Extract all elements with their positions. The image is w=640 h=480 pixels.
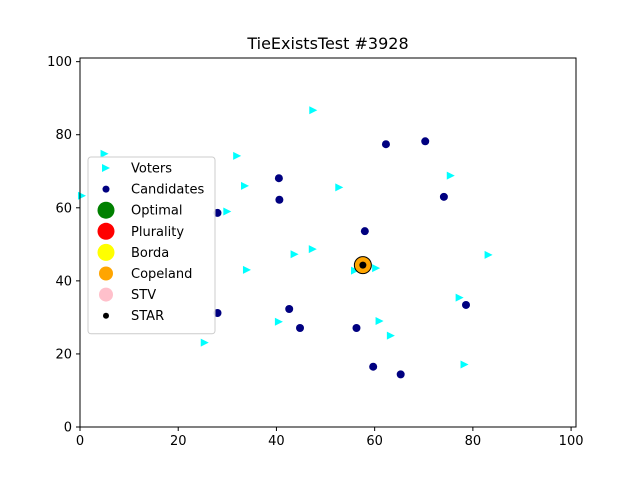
candidates-point: [360, 227, 369, 236]
voters-point: [309, 106, 318, 115]
voters-point: [308, 245, 317, 254]
plot-area: [77, 106, 493, 379]
legend-plurality-label: Plurality: [131, 225, 184, 240]
candidates-point: [439, 192, 448, 201]
y-tick-label: 80: [55, 128, 72, 143]
voters-point: [335, 183, 344, 192]
voters-point: [77, 191, 86, 200]
candidates-point: [296, 323, 305, 332]
voters-point: [242, 265, 251, 274]
x-tick-label: 60: [366, 434, 383, 449]
legend: Voters Candidates Optimal Plurality Borda Cop…: [87, 156, 216, 335]
candidates-point: [381, 140, 390, 149]
legend-plurality-marker: [97, 222, 115, 240]
voters-point: [484, 250, 493, 259]
legend-star-marker: [103, 312, 109, 319]
star-point: [359, 261, 367, 269]
y-tick-label: 100: [47, 55, 72, 70]
legend-box: [87, 156, 216, 335]
candidates-point: [421, 137, 430, 146]
voters-point: [223, 207, 232, 216]
legend-optimal-marker: [97, 201, 115, 219]
voters-point: [274, 317, 283, 326]
legend-stv-marker: [99, 287, 113, 302]
legend-candidates-marker: [102, 185, 110, 193]
legend-star-label: STAR: [131, 309, 164, 324]
candidates-point: [285, 304, 294, 313]
legend-borda-label: Borda: [131, 246, 169, 261]
legend-stv-label: STV: [131, 288, 156, 303]
legend-voters-label: Voters: [131, 162, 172, 177]
legend-copeland-label: Copeland: [131, 267, 192, 282]
voters-point: [233, 151, 242, 160]
candidates-point: [352, 323, 361, 332]
candidates-point: [396, 370, 405, 379]
y-tick-label: 60: [55, 201, 72, 216]
voters-point: [455, 293, 464, 302]
voters-point: [375, 317, 384, 326]
legend-voters-marker: [102, 164, 110, 172]
x-tick-label: 80: [465, 434, 482, 449]
voters-point: [460, 360, 469, 369]
x-tick-label: 0: [76, 434, 84, 449]
voters-point: [290, 250, 299, 259]
voters-point: [372, 264, 381, 273]
x-tick-label: 20: [170, 434, 187, 449]
y-tick-label: 0: [64, 421, 72, 436]
candidates-point: [213, 208, 222, 217]
voters-point: [200, 338, 209, 347]
axes: 0 20 40 60 80 100 0 20 40 60 80 100: [47, 55, 583, 449]
legend-candidates-label: Candidates: [131, 183, 204, 198]
candidates-point: [213, 309, 222, 318]
y-tick-label: 20: [55, 347, 72, 362]
voters-point: [100, 149, 109, 158]
candidates-point: [275, 195, 284, 204]
voters-point: [446, 171, 455, 180]
candidates-point: [461, 300, 470, 309]
x-tick-label: 100: [559, 434, 584, 449]
legend-copeland-marker: [99, 266, 113, 281]
x-tick-label: 40: [268, 434, 285, 449]
plot-frame: [79, 57, 577, 428]
candidates-point: [274, 174, 283, 183]
voters-point: [351, 266, 360, 275]
voters-point: [241, 181, 250, 190]
y-tick-label: 40: [55, 274, 72, 289]
candidates-point: [369, 362, 378, 371]
voters-point: [386, 331, 395, 340]
legend-borda-marker: [97, 243, 115, 261]
chart-title: TieExistsTest #3928: [246, 34, 408, 53]
legend-optimal-label: Optimal: [131, 204, 182, 219]
